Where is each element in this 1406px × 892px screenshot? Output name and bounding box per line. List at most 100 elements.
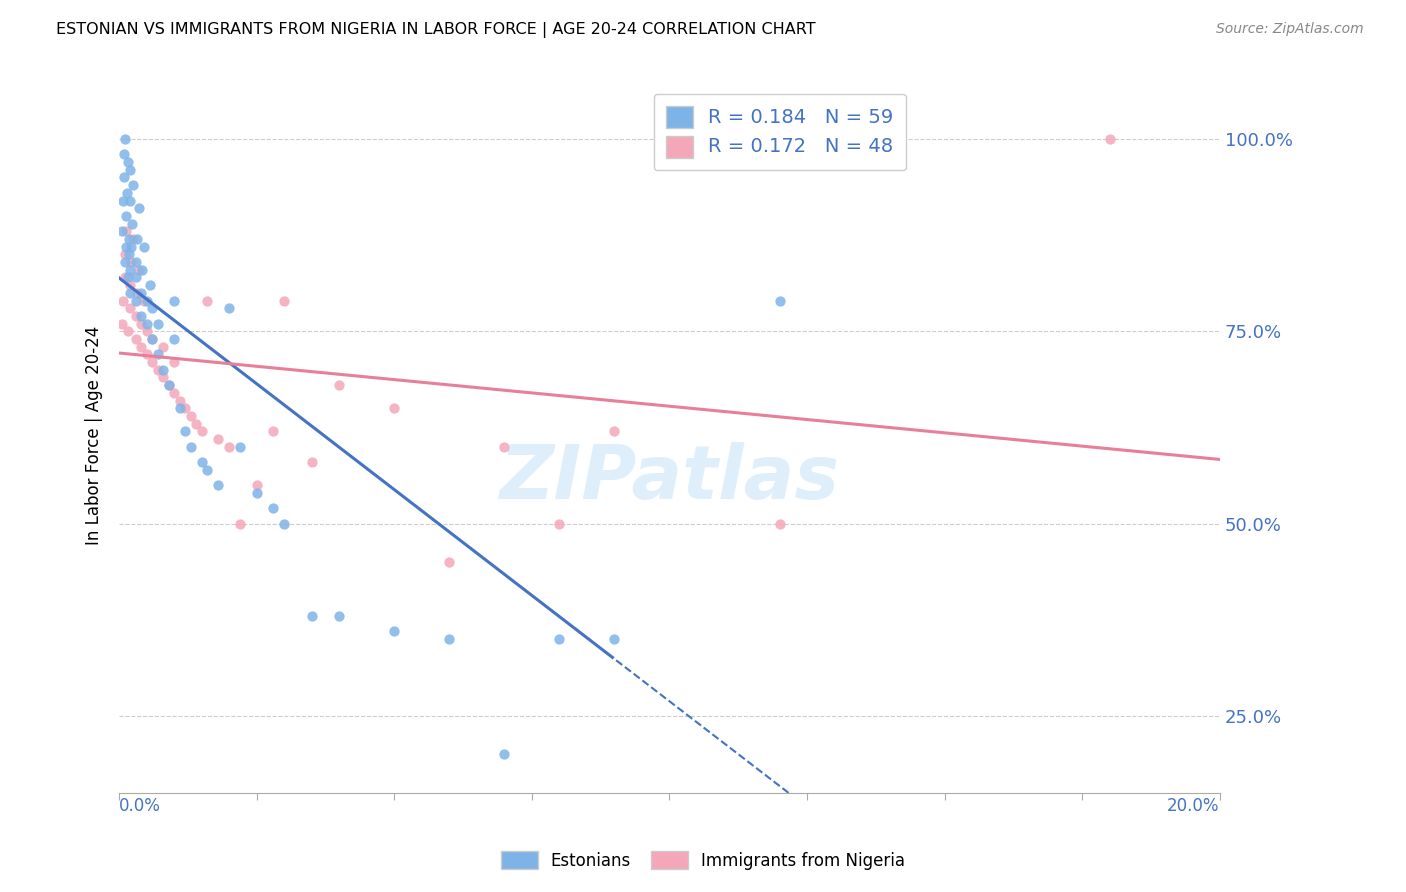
Point (218, 301, 240, 316)
Point (146, 363, 169, 377)
Point (125, 285, 148, 300)
Point (768, 516, 790, 531)
Point (135, 293, 157, 308)
Point (180, 409, 202, 423)
Point (129, 285, 152, 300)
Legend: Estonians, Immigrants from Nigeria: Estonians, Immigrants from Nigeria (494, 845, 912, 877)
Point (122, 178, 145, 193)
Point (548, 516, 571, 531)
Point (152, 340, 174, 354)
Point (439, 555, 461, 569)
Point (494, 440, 516, 454)
Point (125, 232, 148, 246)
Point (169, 401, 191, 416)
Point (117, 324, 139, 338)
Point (384, 624, 406, 639)
Text: 0.0%: 0.0% (120, 797, 162, 814)
Point (494, 747, 516, 762)
Point (120, 301, 142, 316)
Point (114, 247, 136, 261)
Point (135, 347, 157, 361)
Point (768, 293, 790, 308)
Point (603, 425, 626, 439)
Point (120, 278, 142, 293)
Point (328, 609, 350, 624)
Point (122, 232, 145, 246)
Point (112, 147, 135, 161)
Point (174, 425, 197, 439)
Point (262, 425, 284, 439)
Point (169, 393, 191, 408)
Point (328, 378, 350, 392)
Point (117, 270, 139, 285)
Point (115, 240, 138, 254)
Point (229, 516, 252, 531)
Point (121, 217, 143, 231)
Point (125, 270, 148, 285)
Point (180, 440, 202, 454)
Point (141, 301, 163, 316)
Point (163, 355, 186, 369)
Point (138, 278, 160, 293)
Point (129, 340, 152, 354)
Point (112, 170, 135, 185)
Point (129, 317, 152, 331)
Point (120, 285, 142, 300)
Point (548, 632, 571, 646)
Point (114, 255, 136, 269)
Point (1098, 132, 1121, 146)
Point (132, 240, 155, 254)
Point (163, 332, 186, 346)
Point (114, 132, 136, 146)
Point (191, 455, 214, 469)
Point (115, 224, 138, 238)
Point (141, 332, 163, 346)
Point (186, 417, 208, 431)
Point (135, 317, 157, 331)
Point (152, 370, 174, 384)
Point (195, 463, 218, 477)
Point (191, 425, 214, 439)
Point (111, 224, 134, 238)
Point (273, 516, 295, 531)
Point (141, 332, 163, 346)
Point (163, 385, 186, 400)
Point (157, 378, 180, 392)
Text: 20.0%: 20.0% (1167, 797, 1220, 814)
Point (120, 240, 142, 254)
Point (146, 317, 169, 331)
Point (603, 632, 626, 646)
Point (120, 255, 142, 269)
Point (195, 293, 218, 308)
Point (129, 309, 152, 323)
Point (125, 309, 148, 323)
Point (163, 293, 186, 308)
Point (117, 247, 139, 261)
Point (207, 432, 229, 446)
Text: ESTONIAN VS IMMIGRANTS FROM NIGERIA IN LABOR FORCE | AGE 20-24 CORRELATION CHART: ESTONIAN VS IMMIGRANTS FROM NIGERIA IN L… (56, 22, 815, 38)
Point (135, 324, 157, 338)
Point (229, 440, 252, 454)
Point (111, 317, 134, 331)
Point (120, 162, 142, 177)
Point (207, 478, 229, 492)
Point (132, 293, 155, 308)
Point (114, 270, 136, 285)
Point (246, 486, 269, 500)
Point (246, 478, 269, 492)
Point (439, 632, 461, 646)
Point (131, 262, 153, 277)
Point (112, 293, 135, 308)
Point (125, 293, 148, 308)
Point (152, 363, 174, 377)
Point (273, 293, 295, 308)
Point (262, 501, 284, 516)
Point (117, 155, 139, 169)
Point (115, 186, 138, 200)
Y-axis label: In Labor Force | Age 20-24: In Labor Force | Age 20-24 (86, 326, 103, 545)
Point (115, 209, 138, 223)
Point (384, 401, 406, 416)
Legend: R = 0.184   N = 59, R = 0.172   N = 48: R = 0.184 N = 59, R = 0.172 N = 48 (654, 94, 905, 170)
Point (128, 201, 150, 215)
Point (125, 255, 148, 269)
